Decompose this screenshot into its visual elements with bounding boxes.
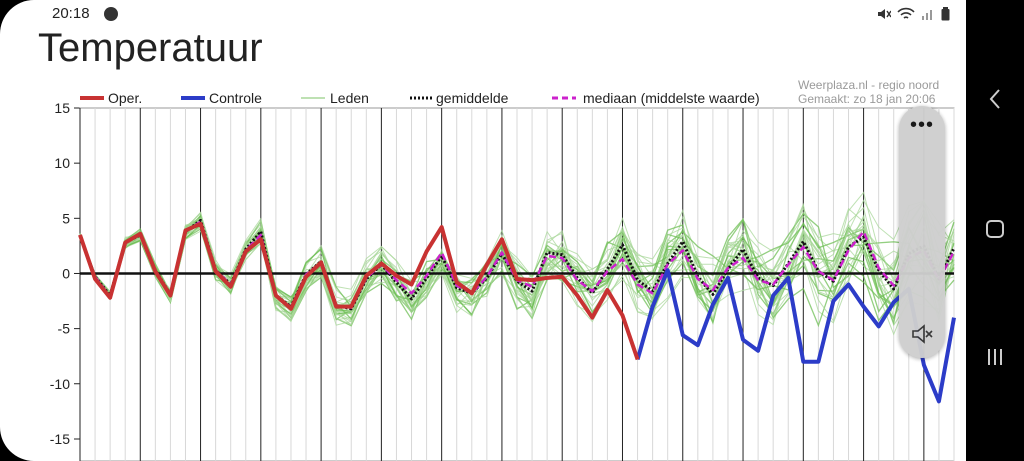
home-icon[interactable]	[980, 214, 1010, 244]
battery-icon	[941, 7, 950, 21]
gemiddelde-series-line	[78, 219, 956, 311]
navigation-bar	[966, 0, 1024, 461]
status-icons	[877, 7, 950, 21]
y-axis-ticks: 15 10 5 0 -5 -10 -15	[50, 100, 80, 447]
y-tick-label: 10	[54, 155, 70, 171]
more-options-icon[interactable]: •••	[909, 114, 934, 136]
app-notification-icon	[104, 7, 118, 21]
ensemble-member-line	[79, 200, 955, 323]
legend-label-oper: Oper.	[108, 90, 142, 106]
ensemble-member-line	[79, 212, 955, 322]
y-tick-label: -15	[50, 431, 70, 447]
oper-series-line	[78, 221, 640, 361]
recents-icon[interactable]	[980, 342, 1010, 372]
legend: Oper. Controle Leden gemiddelde mediaan …	[80, 90, 760, 106]
y-tick-label: -10	[50, 376, 70, 392]
source-line-2: Gemaakt: zo 18 jan 20:06	[798, 92, 936, 106]
legend-label-leden: Leden	[330, 90, 369, 106]
wifi-icon	[897, 7, 915, 19]
speaker-muted-icon[interactable]	[910, 322, 934, 346]
legend-label-gemiddelde: gemiddelde	[436, 90, 509, 106]
back-icon[interactable]	[980, 84, 1010, 114]
y-tick-label: -5	[58, 321, 71, 337]
signal-icon	[922, 10, 932, 20]
legend-label-controle: Controle	[209, 90, 262, 106]
temperature-chart: 15 10 5 0 -5 -10 -15 Oper. Controle Leden gemi…	[38, 76, 966, 461]
volume-panel[interactable]: •••	[899, 106, 945, 358]
chart-svg: 15 10 5 0 -5 -10 -15 Oper. Controle Leden gemi…	[50, 78, 956, 461]
legend-label-mediaan: mediaan (middelste waarde)	[583, 90, 760, 106]
y-tick-label: 0	[62, 265, 70, 281]
mute-icon	[878, 9, 891, 19]
app-screen: 20:18 Temperatuur 15 10 5 0 -5 -10 -15 Oper. C…	[0, 0, 966, 461]
source-line-1: Weerplaza.nl - regio noord	[798, 78, 939, 92]
status-bar: 20:18	[52, 4, 958, 24]
status-time: 20:18	[52, 5, 90, 22]
page-title: Temperatuur	[38, 26, 263, 70]
y-tick-label: 5	[62, 210, 70, 226]
y-tick-label: 15	[54, 100, 70, 116]
